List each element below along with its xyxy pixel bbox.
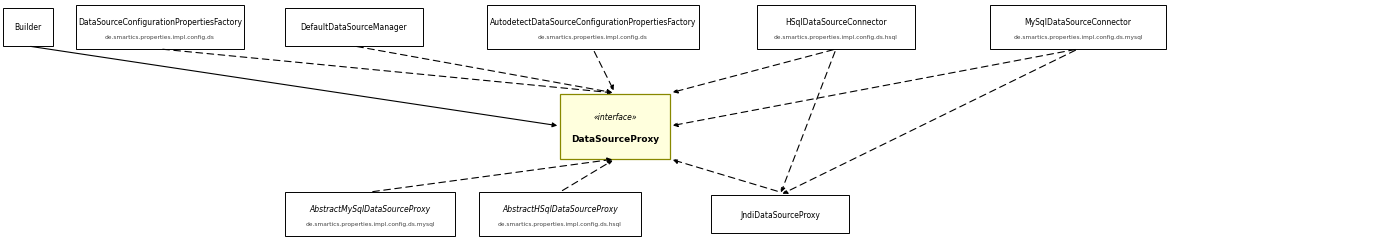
FancyBboxPatch shape <box>756 6 915 50</box>
Text: AbstractMySqlDataSourceProxy: AbstractMySqlDataSourceProxy <box>309 204 430 213</box>
Text: AbstractHSqlDataSourceProxy: AbstractHSqlDataSourceProxy <box>501 204 618 213</box>
FancyBboxPatch shape <box>479 192 641 236</box>
Text: de.smartics.properties.impl.config.ds.hsql: de.smartics.properties.impl.config.ds.hs… <box>775 35 898 40</box>
FancyBboxPatch shape <box>286 192 456 236</box>
FancyBboxPatch shape <box>286 9 423 47</box>
Text: Builder: Builder <box>14 23 42 32</box>
FancyBboxPatch shape <box>488 6 699 50</box>
FancyBboxPatch shape <box>77 6 244 50</box>
Text: de.smartics.properties.impl.config.ds: de.smartics.properties.impl.config.ds <box>104 35 215 40</box>
FancyBboxPatch shape <box>560 94 670 159</box>
Text: DefaultDataSourceManager: DefaultDataSourceManager <box>301 23 407 32</box>
Text: MySqlDataSourceConnector: MySqlDataSourceConnector <box>1024 18 1131 27</box>
Text: DataSourceProxy: DataSourceProxy <box>571 135 659 144</box>
Text: de.smartics.properties.impl.config.ds.hsql: de.smartics.properties.impl.config.ds.hs… <box>499 221 621 226</box>
Text: de.smartics.properties.impl.config.ds.mysql: de.smartics.properties.impl.config.ds.my… <box>1013 35 1142 40</box>
Text: de.smartics.properties.impl.config.ds.mysql: de.smartics.properties.impl.config.ds.my… <box>305 221 435 226</box>
Text: HSqlDataSourceConnector: HSqlDataSourceConnector <box>786 18 887 27</box>
FancyBboxPatch shape <box>3 9 53 47</box>
Text: «interface»: «interface» <box>593 112 637 121</box>
Text: JndiDataSourceProxy: JndiDataSourceProxy <box>740 210 820 219</box>
Text: AutodetectDataSourceConfigurationPropertiesFactory: AutodetectDataSourceConfigurationPropert… <box>490 18 696 27</box>
Text: de.smartics.properties.impl.config.ds: de.smartics.properties.impl.config.ds <box>538 35 648 40</box>
FancyBboxPatch shape <box>710 195 848 233</box>
FancyBboxPatch shape <box>990 6 1166 50</box>
Text: DataSourceConfigurationPropertiesFactory: DataSourceConfigurationPropertiesFactory <box>78 18 242 27</box>
